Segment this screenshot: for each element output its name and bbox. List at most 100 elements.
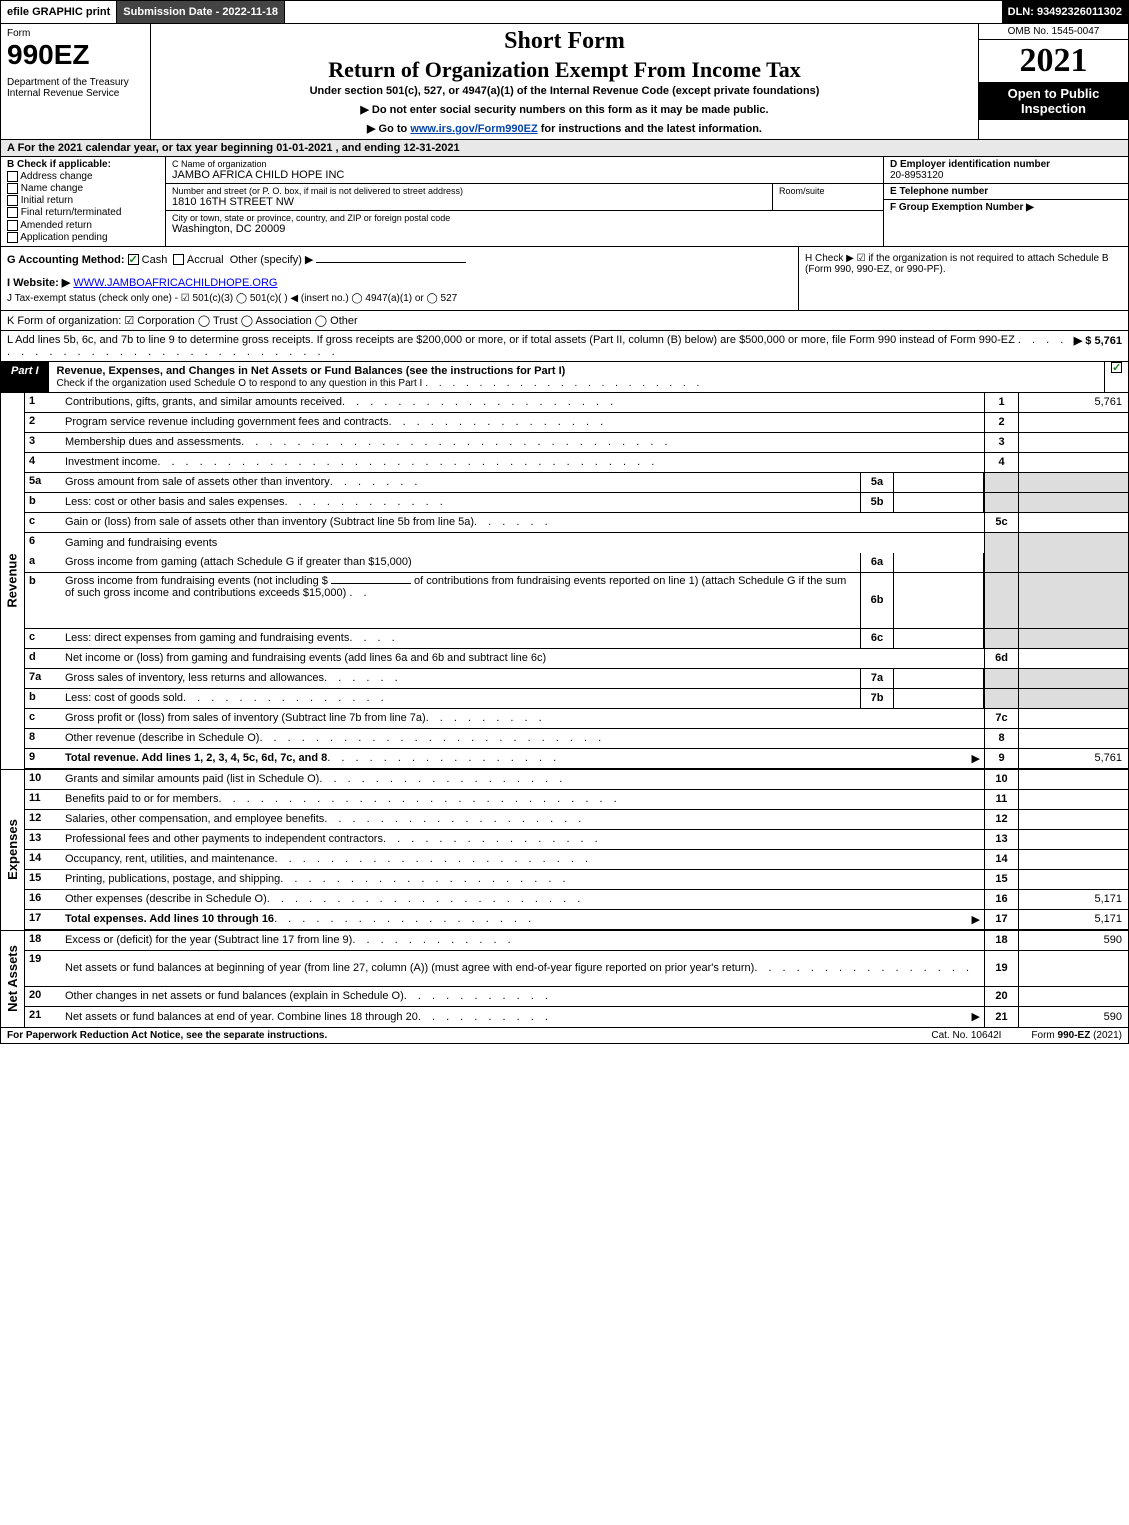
irs-link[interactable]: www.irs.gov/Form990EZ	[410, 123, 537, 135]
box-f-group: F Group Exemption Number ▶	[884, 200, 1128, 215]
checkbox-icon	[7, 183, 18, 194]
val-6a	[894, 553, 984, 572]
line-8: 8 Other revenue (describe in Schedule O)…	[25, 729, 1128, 749]
box-e-phone: E Telephone number	[884, 184, 1128, 200]
row-k: K Form of organization: ☑ Corporation ◯ …	[0, 311, 1129, 331]
chk-address-change[interactable]: Address change	[7, 171, 159, 182]
part-tab: Part I	[1, 362, 49, 392]
open-public-inspection: Open to Public Inspection	[979, 82, 1128, 120]
line-12: 12 Salaries, other compensation, and emp…	[25, 810, 1128, 830]
side-expenses: Expenses	[1, 770, 25, 930]
j-tax-exempt: J Tax-exempt status (check only one) - ☑…	[7, 293, 792, 304]
line-5a: 5a Gross amount from sale of assets othe…	[25, 473, 1128, 493]
col-c: C Name of organization JAMBO AFRICA CHIL…	[166, 157, 883, 246]
val-5b	[894, 493, 984, 512]
val-16: 5,171	[1018, 890, 1128, 909]
line-7c: c Gross profit or (loss) from sales of i…	[25, 709, 1128, 729]
line-17: 17 Total expenses. Add lines 10 through …	[25, 910, 1128, 930]
line-15: 15 Printing, publications, postage, and …	[25, 870, 1128, 890]
checkbox-icon	[7, 207, 18, 218]
efile-print-label[interactable]: efile GRAPHIC print	[1, 1, 117, 23]
side-revenue: Revenue	[1, 393, 25, 769]
val-3	[1018, 433, 1128, 452]
form-word: Form	[7, 28, 144, 39]
footer-paperwork: For Paperwork Reduction Act Notice, see …	[7, 1030, 901, 1041]
line-7b: b Less: cost of goods sold . . . . . . .…	[25, 689, 1128, 709]
val-20	[1018, 987, 1128, 1006]
footer-catno: Cat. No. 10642I	[931, 1030, 1001, 1041]
row-org-name: C Name of organization JAMBO AFRICA CHIL…	[166, 157, 883, 184]
line-7a: 7a Gross sales of inventory, less return…	[25, 669, 1128, 689]
val-2	[1018, 413, 1128, 432]
line-6: 6 Gaming and fundraising events	[25, 533, 1128, 553]
title-short-form: Short Form	[159, 28, 970, 55]
line-4: 4 Investment income . . . . . . . . . . …	[25, 453, 1128, 473]
line-19: 19 Net assets or fund balances at beginn…	[25, 951, 1128, 987]
line-3: 3 Membership dues and assessments . . . …	[25, 433, 1128, 453]
chk-initial-return[interactable]: Initial return	[7, 195, 159, 206]
line-6b: b Gross income from fundraising events (…	[25, 573, 1128, 629]
val-6b	[894, 573, 984, 628]
section-bcdef: B Check if applicable: Address change Na…	[0, 157, 1129, 247]
room-suite: Room/suite	[773, 184, 883, 210]
line-9: 9 Total revenue. Add lines 1, 2, 3, 4, 5…	[25, 749, 1128, 769]
line-10: 10 Grants and similar amounts paid (list…	[25, 770, 1128, 790]
chk-amended-return[interactable]: Amended return	[7, 220, 159, 231]
col-def: D Employer identification number 20-8953…	[883, 157, 1128, 246]
arrow-icon: ▶	[972, 752, 980, 765]
val-13	[1018, 830, 1128, 849]
l-amount: ▶ $ 5,761	[1074, 334, 1122, 347]
val-5a	[894, 473, 984, 492]
g-accounting: G Accounting Method: Cash Accrual Other …	[1, 247, 798, 310]
chk-application-pending[interactable]: Application pending	[7, 232, 159, 243]
form-header: Form 990EZ Department of the Treasury In…	[0, 24, 1129, 140]
ein-value: 20-8953120	[890, 170, 1122, 181]
part-title: Revenue, Expenses, and Changes in Net As…	[49, 362, 1104, 392]
line-21: 21 Net assets or fund balances at end of…	[25, 1007, 1128, 1027]
val-9: 5,761	[1018, 749, 1128, 768]
contrib-blank[interactable]	[331, 583, 411, 584]
line-11: 11 Benefits paid to or for members . . .…	[25, 790, 1128, 810]
line-5c: c Gain or (loss) from sale of assets oth…	[25, 513, 1128, 533]
website-link[interactable]: WWW.JAMBOAFRICACHILDHOPE.ORG	[73, 277, 277, 289]
line-14: 14 Occupancy, rent, utilities, and maint…	[25, 850, 1128, 870]
submission-date: Submission Date - 2022-11-18	[117, 1, 285, 23]
page-footer: For Paperwork Reduction Act Notice, see …	[0, 1028, 1129, 1044]
line-13: 13 Professional fees and other payments …	[25, 830, 1128, 850]
line-18: 18 Excess or (deficit) for the year (Sub…	[25, 931, 1128, 951]
form-number: 990EZ	[7, 39, 144, 71]
instr-goto: ▶ Go to www.irs.gov/Form990EZ for instru…	[159, 122, 970, 135]
chk-name-change[interactable]: Name change	[7, 183, 159, 194]
city-value: Washington, DC 20009	[172, 223, 877, 235]
chk-final-return[interactable]: Final return/terminated	[7, 207, 159, 218]
b-header: B Check if applicable:	[7, 159, 159, 170]
checkbox-icon	[1111, 362, 1122, 373]
dln-label: DLN: 93492326011302	[1002, 1, 1128, 23]
val-7a	[894, 669, 984, 688]
arrow-icon: ▶	[972, 1010, 980, 1023]
other-specify-line[interactable]	[316, 262, 466, 263]
top-bar: efile GRAPHIC print Submission Date - 20…	[0, 0, 1129, 24]
header-right: OMB No. 1545-0047 2021 Open to Public In…	[978, 24, 1128, 139]
tax-year: 2021	[979, 40, 1128, 82]
part-i-header: Part I Revenue, Expenses, and Changes in…	[0, 362, 1129, 393]
part-i-checkbox[interactable]	[1104, 362, 1128, 392]
box-d-ein: D Employer identification number 20-8953…	[884, 157, 1128, 184]
revenue-section: Revenue 1 Contributions, gifts, grants, …	[0, 393, 1129, 769]
h-scheduleb: H Check ▶ ☑ if the organization is not r…	[798, 247, 1128, 310]
col-b-check: B Check if applicable: Address change Na…	[1, 157, 166, 246]
netassets-section: Net Assets 18 Excess or (deficit) for th…	[0, 930, 1129, 1028]
row-gh: G Accounting Method: Cash Accrual Other …	[0, 247, 1129, 311]
val-12	[1018, 810, 1128, 829]
checkbox-icon	[7, 220, 18, 231]
checkbox-cash-icon[interactable]	[128, 254, 139, 265]
top-spacer	[285, 1, 1002, 23]
instr-goto-post: for instructions and the latest informat…	[538, 123, 762, 135]
val-6d	[1018, 649, 1128, 668]
checkbox-icon	[7, 232, 18, 243]
val-11	[1018, 790, 1128, 809]
footer-formref: Form 990-EZ (2021)	[1031, 1030, 1122, 1041]
checkbox-accrual-icon[interactable]	[173, 254, 184, 265]
line-1: 1 Contributions, gifts, grants, and simi…	[25, 393, 1128, 413]
val-14	[1018, 850, 1128, 869]
